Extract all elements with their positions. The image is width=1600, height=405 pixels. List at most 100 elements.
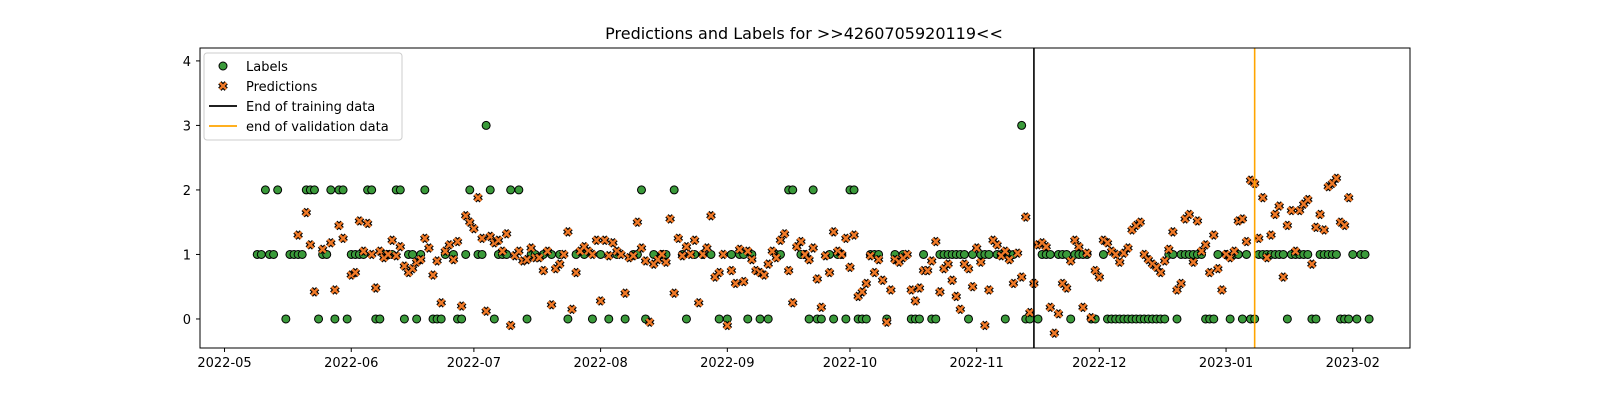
- x-axis: 2022-05 2022-06 2022-07 2022-08 2022-09 2022-…: [197, 348, 1380, 371]
- prediction-marker: [363, 219, 372, 228]
- label-point: [330, 314, 340, 324]
- prediction-marker: [980, 321, 989, 330]
- y-tick-label: 0: [183, 313, 191, 328]
- y-tick-label: 2: [183, 184, 191, 199]
- prediction-marker: [543, 247, 552, 256]
- label-point: [309, 185, 319, 195]
- prediction-marker: [502, 229, 511, 238]
- prediction-marker: [1213, 264, 1222, 273]
- prediction-marker: [817, 303, 826, 312]
- prediction-marker: [1209, 231, 1218, 240]
- prediction-marker: [674, 234, 683, 243]
- prediction-marker: [473, 193, 483, 202]
- prediction-marker: [927, 256, 936, 265]
- prediction-marker: [1009, 279, 1018, 288]
- prediction-marker: [878, 276, 887, 285]
- label-point: [375, 314, 385, 324]
- label-point: [743, 314, 753, 324]
- x-tick-label: 2022-09: [700, 356, 754, 371]
- prediction-marker: [371, 283, 380, 293]
- label-point: [931, 314, 941, 324]
- label-point: [412, 314, 422, 324]
- label-point: [959, 249, 969, 259]
- x-tick-label: 2023-01: [1199, 356, 1253, 371]
- prediction-marker: [294, 231, 303, 240]
- label-point: [395, 185, 405, 195]
- label-point: [841, 314, 851, 324]
- prediction-marker: [874, 255, 883, 264]
- prediction-marker: [972, 243, 981, 253]
- prediction-marker: [351, 268, 360, 277]
- prediction-marker: [952, 292, 961, 301]
- prediction-marker: [870, 268, 879, 277]
- prediction-marker: [784, 266, 793, 275]
- prediction-marker: [1271, 210, 1280, 219]
- prediction-marker: [976, 258, 985, 267]
- prediction-marker: [743, 247, 752, 256]
- prediction-marker: [829, 227, 838, 236]
- prediction-marker: [780, 229, 789, 238]
- prediction-marker: [641, 256, 650, 265]
- prediction-marker: [1205, 268, 1214, 277]
- prediction-marker: [1262, 253, 1271, 262]
- prediction-marker: [567, 305, 577, 314]
- label-point: [326, 185, 336, 195]
- label-point: [816, 314, 826, 324]
- label-point: [457, 314, 467, 324]
- prediction-marker: [690, 236, 699, 245]
- label-point: [1066, 314, 1076, 324]
- prediction-marker: [535, 253, 544, 262]
- prediction-marker: [433, 256, 442, 265]
- prediction-marker: [727, 266, 736, 275]
- label-point: [514, 185, 524, 195]
- label-point: [314, 314, 324, 324]
- prediction-marker: [629, 251, 638, 260]
- label-point: [1282, 314, 1292, 324]
- y-tick-label: 3: [183, 119, 191, 134]
- prediction-marker: [339, 234, 348, 243]
- prediction-marker: [1238, 214, 1247, 224]
- y-axis: 0 1 2 3 4: [183, 55, 200, 328]
- prediction-marker: [437, 298, 446, 307]
- prediction-marker: [469, 224, 478, 233]
- prediction-marker: [1054, 309, 1063, 318]
- prediction-marker: [633, 218, 642, 227]
- prediction-marker: [882, 318, 891, 327]
- prediction-marker: [596, 296, 605, 305]
- prediction-marker: [478, 234, 487, 243]
- label-point: [714, 314, 724, 324]
- label-point: [1364, 314, 1374, 324]
- prediction-marker: [1013, 249, 1022, 258]
- prediction-marker: [449, 255, 458, 264]
- prediction-marker: [1046, 303, 1055, 312]
- prediction-marker: [306, 240, 315, 249]
- prediction-marker: [1050, 329, 1059, 338]
- prediction-marker: [1258, 193, 1267, 202]
- prediction-marker: [1103, 238, 1112, 247]
- prediction-marker: [1254, 234, 1263, 243]
- prediction-marker: [915, 283, 924, 293]
- label-point: [522, 314, 532, 324]
- label-point: [1160, 314, 1170, 324]
- legend: Labels Predictions End of training data end…: [203, 52, 403, 141]
- label-point: [706, 249, 716, 259]
- label-point: [420, 185, 430, 195]
- prediction-marker: [1279, 272, 1288, 282]
- prediction-marker: [608, 238, 617, 247]
- label-point: [1303, 249, 1313, 259]
- label-point: [1348, 249, 1358, 259]
- label-point: [1237, 314, 1247, 324]
- label-point: [461, 249, 471, 259]
- prediction-marker: [1136, 218, 1145, 227]
- prediction-marker: [1087, 313, 1096, 322]
- prediction-marker: [841, 234, 850, 243]
- prediction-marker: [923, 266, 932, 275]
- label-point: [964, 314, 974, 324]
- prediction-marker: [1123, 243, 1132, 253]
- label-point: [1241, 249, 1251, 259]
- label-point: [808, 185, 818, 195]
- prediction-marker: [813, 274, 822, 284]
- label-point: [1033, 314, 1043, 324]
- prediction-marker: [514, 247, 523, 256]
- prediction-marker: [809, 243, 818, 253]
